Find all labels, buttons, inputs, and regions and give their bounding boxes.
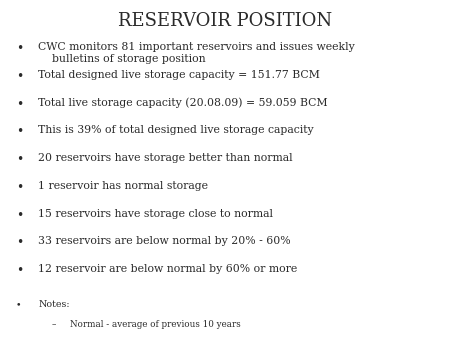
Text: Total designed live storage capacity = 151.77 BCM: Total designed live storage capacity = 1… <box>38 70 320 80</box>
Text: This is 39% of total designed live storage capacity: This is 39% of total designed live stora… <box>38 125 314 136</box>
Text: 15 reservoirs have storage close to normal: 15 reservoirs have storage close to norm… <box>38 209 273 219</box>
Text: Total live storage capacity (20.08.09) = 59.059 BCM: Total live storage capacity (20.08.09) =… <box>38 98 328 108</box>
Text: •: • <box>16 181 23 194</box>
Text: Notes:: Notes: <box>38 300 70 309</box>
Text: •: • <box>16 98 23 111</box>
Text: •: • <box>16 125 23 138</box>
Text: •: • <box>16 153 23 166</box>
Text: 20 reservoirs have storage better than normal: 20 reservoirs have storage better than n… <box>38 153 293 163</box>
Text: 1 reservoir has normal storage: 1 reservoir has normal storage <box>38 181 208 191</box>
Text: •: • <box>16 236 23 249</box>
Text: 12 reservoir are below normal by 60% or more: 12 reservoir are below normal by 60% or … <box>38 264 297 274</box>
Text: CWC monitors 81 important reservoirs and issues weekly
    bulletins of storage : CWC monitors 81 important reservoirs and… <box>38 42 355 64</box>
Text: •: • <box>16 264 23 277</box>
Text: RESERVOIR POSITION: RESERVOIR POSITION <box>118 12 332 30</box>
Text: –: – <box>52 320 56 329</box>
Text: •: • <box>16 300 21 309</box>
Text: •: • <box>16 70 23 83</box>
Text: •: • <box>16 42 23 55</box>
Text: •: • <box>16 209 23 221</box>
Text: 33 reservoirs are below normal by 20% - 60%: 33 reservoirs are below normal by 20% - … <box>38 236 291 246</box>
Text: Normal - average of previous 10 years: Normal - average of previous 10 years <box>70 320 240 329</box>
